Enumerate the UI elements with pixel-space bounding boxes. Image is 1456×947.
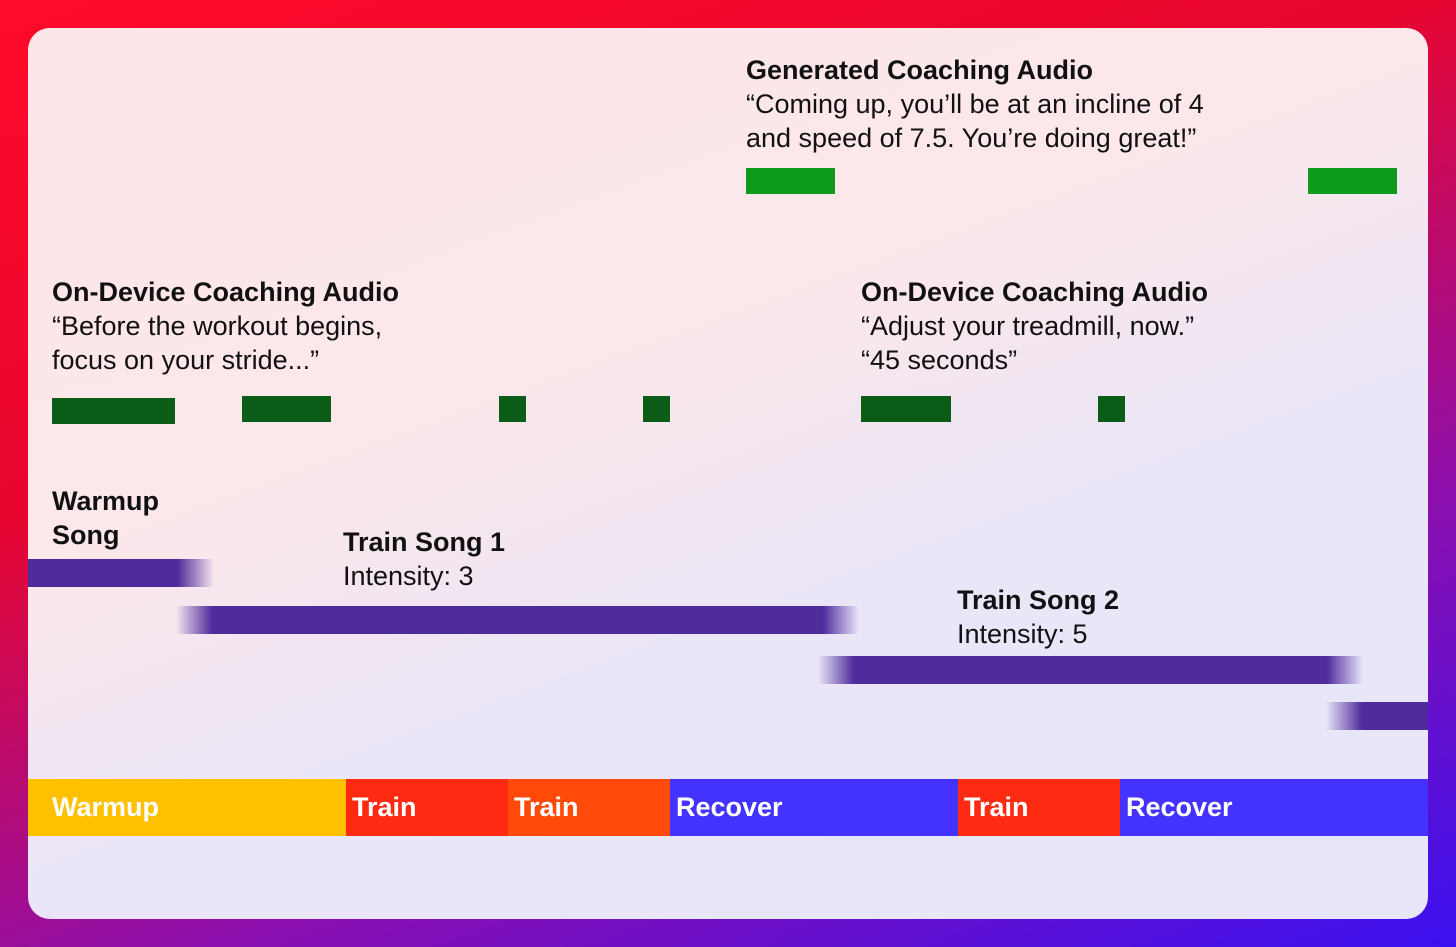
segment-label: Recover — [1126, 792, 1233, 822]
segment-label: Train — [352, 792, 417, 822]
device-audio-clip — [52, 398, 175, 424]
device-coaching-quote-2-line-2: “45 seconds” — [861, 345, 1018, 375]
train-song-1-intensity: Intensity: 3 — [343, 561, 474, 591]
device-audio-clip — [1098, 396, 1125, 422]
segment-train: Train — [346, 779, 508, 836]
train-song-1-label: Train Song 1 Intensity: 3 — [343, 525, 505, 593]
warmup-song-title-line-1: Warmup — [52, 486, 159, 516]
segment-label: Train — [514, 792, 579, 822]
generated-coaching-title: Generated Coaching Audio — [746, 55, 1094, 85]
generated-coaching-quote-line-2: and speed of 7.5. You’re doing great!” — [746, 123, 1197, 153]
segment-label: Recover — [676, 792, 783, 822]
device-coaching-label-2: On-Device Coaching Audio “Adjust your tr… — [861, 275, 1208, 377]
segment-warmup: Warmup — [28, 779, 346, 836]
device-audio-clip — [643, 396, 670, 422]
device-audio-clip — [242, 396, 331, 422]
warmup-song-title-line-2: Song — [52, 520, 120, 550]
device-coaching-quote-1-line-1: “Before the workout begins, — [52, 311, 383, 341]
train-song-2-intensity: Intensity: 5 — [957, 619, 1088, 649]
segment-train: Train — [958, 779, 1120, 836]
device-coaching-title-1: On-Device Coaching Audio — [52, 277, 400, 307]
device-coaching-label-1: On-Device Coaching Audio “Before the wor… — [52, 275, 399, 377]
timeline-card: Generated Coaching Audio “Coming up, you… — [28, 28, 1428, 919]
segment-train: Train — [508, 779, 670, 836]
segment-recover: Recover — [1120, 779, 1428, 836]
train-song-2-label: Train Song 2 Intensity: 5 — [957, 583, 1119, 651]
warmup-song-label: Warmup Song — [52, 484, 159, 552]
segment-label: Train — [964, 792, 1029, 822]
generated-audio-clip — [746, 168, 835, 194]
train-song-1-title: Train Song 1 — [343, 527, 506, 557]
device-coaching-quote-1-line-2: focus on your stride...” — [52, 345, 320, 375]
warmup-song-bar — [28, 559, 214, 587]
device-coaching-quote-2-line-1: “Adjust your treadmill, now.” — [861, 311, 1195, 341]
segment-label: Warmup — [52, 792, 159, 822]
device-audio-clip — [861, 396, 951, 422]
generated-coaching-quote-line-1: “Coming up, you’ll be at an incline of 4 — [746, 89, 1204, 119]
next-song-bar — [1326, 702, 1428, 730]
train-song-2-title: Train Song 2 — [957, 585, 1120, 615]
device-coaching-title-2: On-Device Coaching Audio — [861, 277, 1209, 307]
generated-audio-clip — [1308, 168, 1397, 194]
train-song-2-bar — [818, 656, 1363, 684]
train-song-1-bar — [176, 606, 859, 634]
segment-recover: Recover — [670, 779, 958, 836]
generated-coaching-label: Generated Coaching Audio “Coming up, you… — [746, 53, 1204, 155]
device-audio-clip — [499, 396, 526, 422]
